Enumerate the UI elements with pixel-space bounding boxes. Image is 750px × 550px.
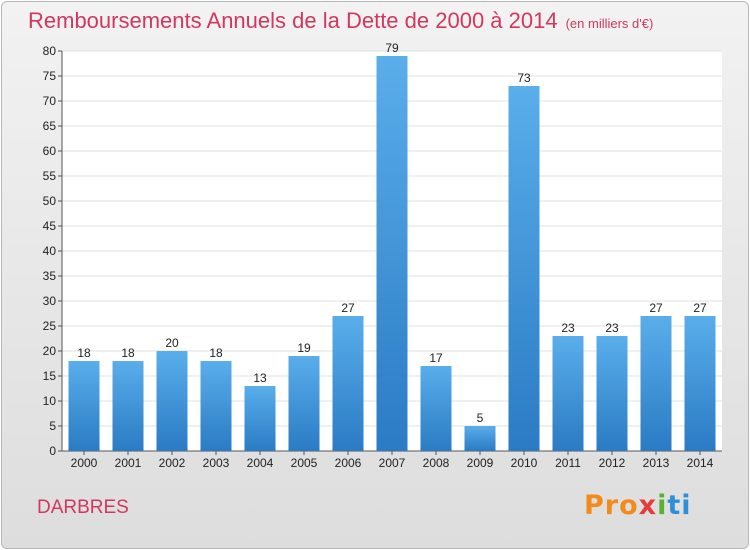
data-label-2003: 18 [209,346,223,360]
x-tick-label-2011: 2011 [555,456,581,470]
y-tick-label: 70 [43,94,57,108]
y-tick-label: 15 [43,369,57,383]
data-label-2002: 20 [165,336,179,350]
logo-part-3: i [657,490,668,521]
bar-2008 [420,366,452,451]
y-tick-label: 40 [43,244,57,258]
x-tick-label-2002: 2002 [159,456,186,470]
data-label-2012: 23 [605,321,619,335]
data-label-2009: 5 [477,411,484,425]
y-tick-label: 80 [43,44,57,58]
data-label-2004: 13 [253,371,267,385]
bar-2014 [684,316,716,451]
data-label-2001: 18 [121,346,135,360]
x-tick-label-2014: 2014 [687,456,714,470]
y-tick-label: 20 [43,344,57,358]
x-tick-label-2005: 2005 [291,456,318,470]
chart-unit: (en milliers d'€) [565,16,654,31]
commune-name: DARBRES [37,497,129,518]
data-label-2008: 17 [429,351,443,365]
y-tick-label: 35 [43,269,57,283]
data-label-2000: 18 [77,346,91,360]
x-tick-label-2007: 2007 [379,456,406,470]
bar-2000 [68,361,100,451]
y-tick-label: 5 [49,419,56,433]
y-tick-label: 45 [43,219,57,233]
logo-part-2: x [638,490,658,521]
data-label-2013: 27 [649,301,663,315]
data-label-2011: 23 [561,321,575,335]
x-tick-label-2008: 2008 [423,456,450,470]
data-label-2007: 79 [385,41,399,55]
data-label-2006: 27 [341,301,355,315]
y-tick-label: 10 [43,394,57,408]
logo-part-4: ti [667,490,692,521]
bar-2013 [640,316,672,451]
y-tick-label: 50 [43,194,57,208]
bar-2005 [288,356,320,451]
y-tick-label: 25 [43,319,57,333]
x-tick-label-2000: 2000 [71,456,98,470]
chart-title: Remboursements Annuels de la Dette de 20… [28,8,653,34]
x-tick-label-2012: 2012 [599,456,626,470]
x-tick-label-2009: 2009 [467,456,494,470]
bar-2003 [200,361,232,451]
bar-2001 [112,361,144,451]
data-label-2010: 73 [517,71,531,85]
data-label-2005: 19 [297,341,311,355]
logo-part-1: Pro [584,490,639,521]
x-tick-label-2003: 2003 [203,456,230,470]
bar-2009 [464,426,496,451]
bar-2012 [596,336,628,451]
proxiti-logo: Proxiti [584,490,692,521]
bar-2006 [332,316,364,451]
y-tick-label: 55 [43,169,57,183]
y-tick-label: 75 [43,69,57,83]
bar-2007 [376,56,408,451]
bar-2010 [508,86,540,451]
bar-2002 [156,351,188,451]
x-tick-label-2001: 2001 [115,456,142,470]
y-tick-label: 0 [49,444,56,458]
y-tick-label: 60 [43,144,57,158]
x-tick-label-2013: 2013 [643,456,670,470]
x-tick-label-2004: 2004 [247,456,274,470]
chart-title-text: Remboursements Annuels de la Dette de 20… [28,8,558,33]
x-tick-label-2006: 2006 [335,456,362,470]
y-tick-label: 30 [43,294,57,308]
data-label-2014: 27 [693,301,707,315]
x-tick-label-2010: 2010 [511,456,538,470]
bar-2011 [552,336,584,451]
bar-2004 [244,386,276,451]
y-tick-label: 65 [43,119,57,133]
